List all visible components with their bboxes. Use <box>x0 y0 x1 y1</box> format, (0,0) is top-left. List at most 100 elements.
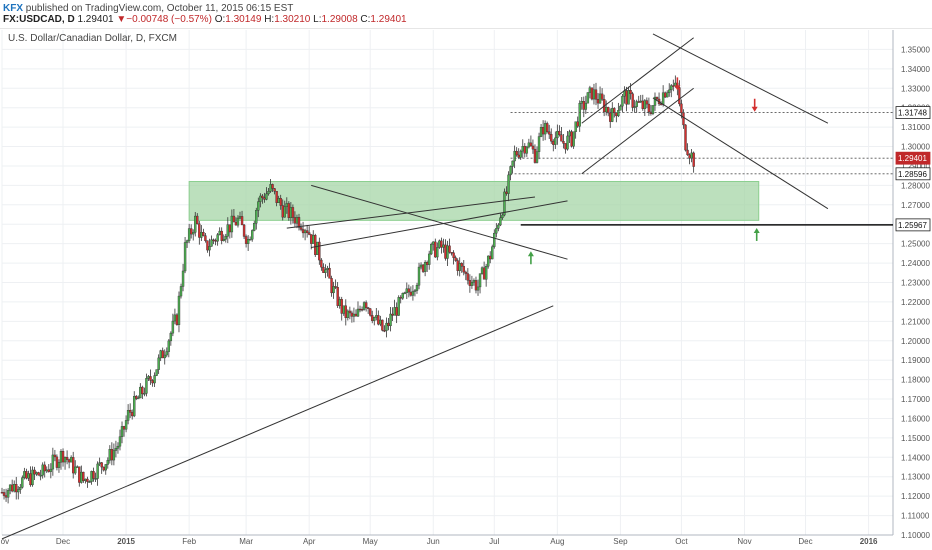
candle-body <box>686 149 689 156</box>
candle-body <box>210 239 213 247</box>
candle-body <box>283 206 286 218</box>
x-tick-label: Dec <box>798 537 812 546</box>
candle-body <box>379 319 382 325</box>
candle-body <box>108 449 112 461</box>
candle-body <box>415 285 419 291</box>
candle-body <box>307 232 311 235</box>
candle-body <box>324 269 327 273</box>
candle-body <box>336 287 339 306</box>
y-tick-label: 1.25000 <box>901 240 930 249</box>
candle-body <box>574 121 577 132</box>
candle-body <box>464 271 468 274</box>
candle-body <box>505 191 508 194</box>
close-label: C: <box>360 14 371 25</box>
candle-body <box>299 227 303 230</box>
candle-body <box>202 232 205 236</box>
candle-body <box>643 100 647 109</box>
candle-body <box>403 292 406 294</box>
candle-body <box>489 255 492 260</box>
candle-body <box>436 247 439 258</box>
author-link[interactable]: KFX <box>3 3 23 14</box>
candle-body <box>576 121 579 127</box>
y-tick-label: 1.17000 <box>901 395 930 404</box>
candle-body <box>228 224 232 233</box>
candle-body <box>285 203 288 207</box>
candle-body <box>629 90 632 94</box>
candle-body <box>578 103 581 127</box>
y-tick-label: 1.35000 <box>901 45 930 54</box>
price-change: ▼−0.00748 (−0.57%) <box>116 14 212 25</box>
candle-body <box>145 378 148 394</box>
candle-body <box>51 454 55 470</box>
candle-body <box>196 215 199 225</box>
x-tick-label: 2015 <box>117 537 135 546</box>
candle-body <box>303 230 307 234</box>
candle-body <box>19 487 22 490</box>
candle-body <box>92 471 95 479</box>
y-tick-label: 1.23000 <box>901 279 930 288</box>
candle-body <box>529 142 533 147</box>
candle-body <box>462 266 465 273</box>
x-tick-label: Nov <box>0 537 9 546</box>
candle-body <box>334 286 337 288</box>
candle-body <box>631 93 634 108</box>
candle-body <box>501 214 504 219</box>
candle-body <box>615 112 618 117</box>
candle-body <box>539 127 543 137</box>
candle-body <box>474 280 478 291</box>
candle-body <box>314 235 317 255</box>
trendline <box>1 305 554 540</box>
candle-body <box>155 369 158 376</box>
candle-body <box>192 232 195 235</box>
publish-info: KFX published on TradingView.com, Octobe… <box>3 3 293 14</box>
candle-body <box>515 150 518 156</box>
trendline <box>286 196 536 229</box>
candle-body <box>385 322 388 331</box>
candle-body <box>153 375 156 384</box>
candle-body <box>407 288 411 293</box>
candle-body <box>621 95 624 107</box>
candle-body <box>206 240 209 251</box>
candle-body <box>393 307 396 316</box>
candle-body <box>600 93 604 100</box>
candle-body <box>440 240 443 248</box>
candle-body <box>118 436 122 447</box>
candle-body <box>413 290 417 292</box>
candle-body <box>690 152 693 159</box>
candle-body <box>102 466 105 471</box>
candle-body <box>484 265 488 280</box>
candle-body <box>635 101 638 107</box>
candle-body <box>617 110 620 117</box>
candle-body <box>332 286 335 294</box>
candle-body <box>43 464 46 472</box>
candle-body <box>653 96 657 106</box>
y-tick-label: 1.22000 <box>901 298 930 307</box>
candle-body <box>65 456 69 460</box>
candle-body <box>395 307 398 316</box>
x-tick-label: Oct <box>675 537 688 546</box>
candle-body <box>381 319 384 331</box>
x-tick-label: Aug <box>550 537 564 546</box>
candle-body <box>316 241 319 255</box>
candle-body <box>588 87 592 93</box>
candle-body <box>255 210 258 224</box>
candle-body <box>194 215 197 233</box>
candle-body <box>76 466 79 468</box>
header-bar: KFX published on TradingView.com, Octobe… <box>0 0 932 29</box>
candle-body <box>523 146 527 154</box>
candle-body <box>647 103 651 113</box>
candle-body <box>476 286 480 291</box>
candle-body <box>419 264 423 268</box>
candle-body <box>208 246 211 251</box>
candle-body <box>338 299 341 306</box>
candle-body <box>21 477 24 488</box>
candle-body <box>458 263 461 271</box>
down-arrow-icon <box>674 77 681 91</box>
candle-body <box>326 267 329 270</box>
candle-body <box>525 146 529 154</box>
candle-body <box>149 376 152 381</box>
candle-body <box>59 451 63 463</box>
candle-body <box>391 313 394 316</box>
candle-body <box>175 314 179 325</box>
